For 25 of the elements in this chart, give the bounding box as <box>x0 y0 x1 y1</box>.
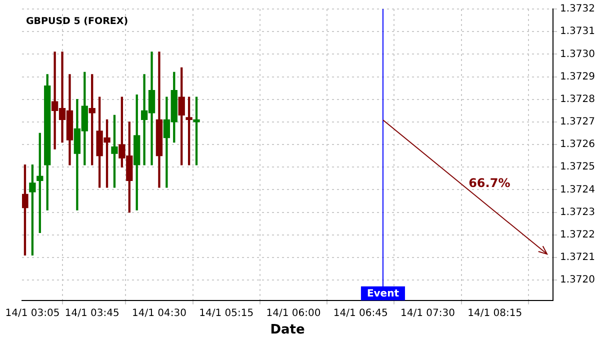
y-tick-label: 1.3723 <box>560 206 596 218</box>
y-tick-label: 1.3727 <box>560 116 596 128</box>
y-tick-label: 1.3732 <box>560 4 596 15</box>
y-tick-label: 1.3731 <box>560 26 596 38</box>
x-tick-label: 14/1 05:15 <box>199 308 254 319</box>
y-tick-label: 1.3725 <box>560 162 596 173</box>
y-tick-label: 1.3729 <box>560 71 596 82</box>
y-tick-label: 1.3730 <box>560 48 596 60</box>
y-tick-label: 1.3720 <box>560 274 596 286</box>
y-tick-label: 1.3726 <box>560 139 596 150</box>
y-tick-label: 1.3728 <box>560 94 596 105</box>
ref-line-label: Event <box>366 288 400 300</box>
x-tick-label: 14/1 06:00 <box>266 308 321 319</box>
x-tick-label: 14/1 08:15 <box>468 308 522 319</box>
y-tick-label: 1.3721 <box>560 252 596 264</box>
x-tick-label: 14/1 07:30 <box>400 308 455 319</box>
y-tick-label: 1.3722 <box>560 229 596 240</box>
text: GBPUSD 5 (FOREX) <box>26 16 128 28</box>
x-tick-label: 14/1 04:30 <box>132 308 186 319</box>
x-axis-title: Date <box>270 322 305 338</box>
x-tick-label: 14/1 03:05 <box>5 308 60 319</box>
x-tick-label: 14/1 03:45 <box>64 308 120 319</box>
x-tick-label: 14/1 06:45 <box>333 308 388 319</box>
annotation: 66.7% <box>468 176 510 190</box>
y-tick-label: 1.3724 <box>560 184 596 196</box>
